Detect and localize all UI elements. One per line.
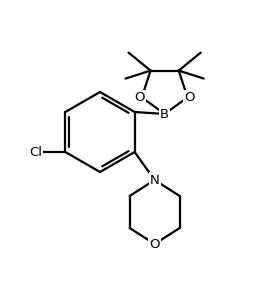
Text: N: N [150,173,159,187]
Text: O: O [184,91,195,104]
Text: O: O [135,91,145,104]
Text: O: O [150,238,160,250]
Text: Cl: Cl [29,146,42,158]
Text: B: B [160,107,169,121]
